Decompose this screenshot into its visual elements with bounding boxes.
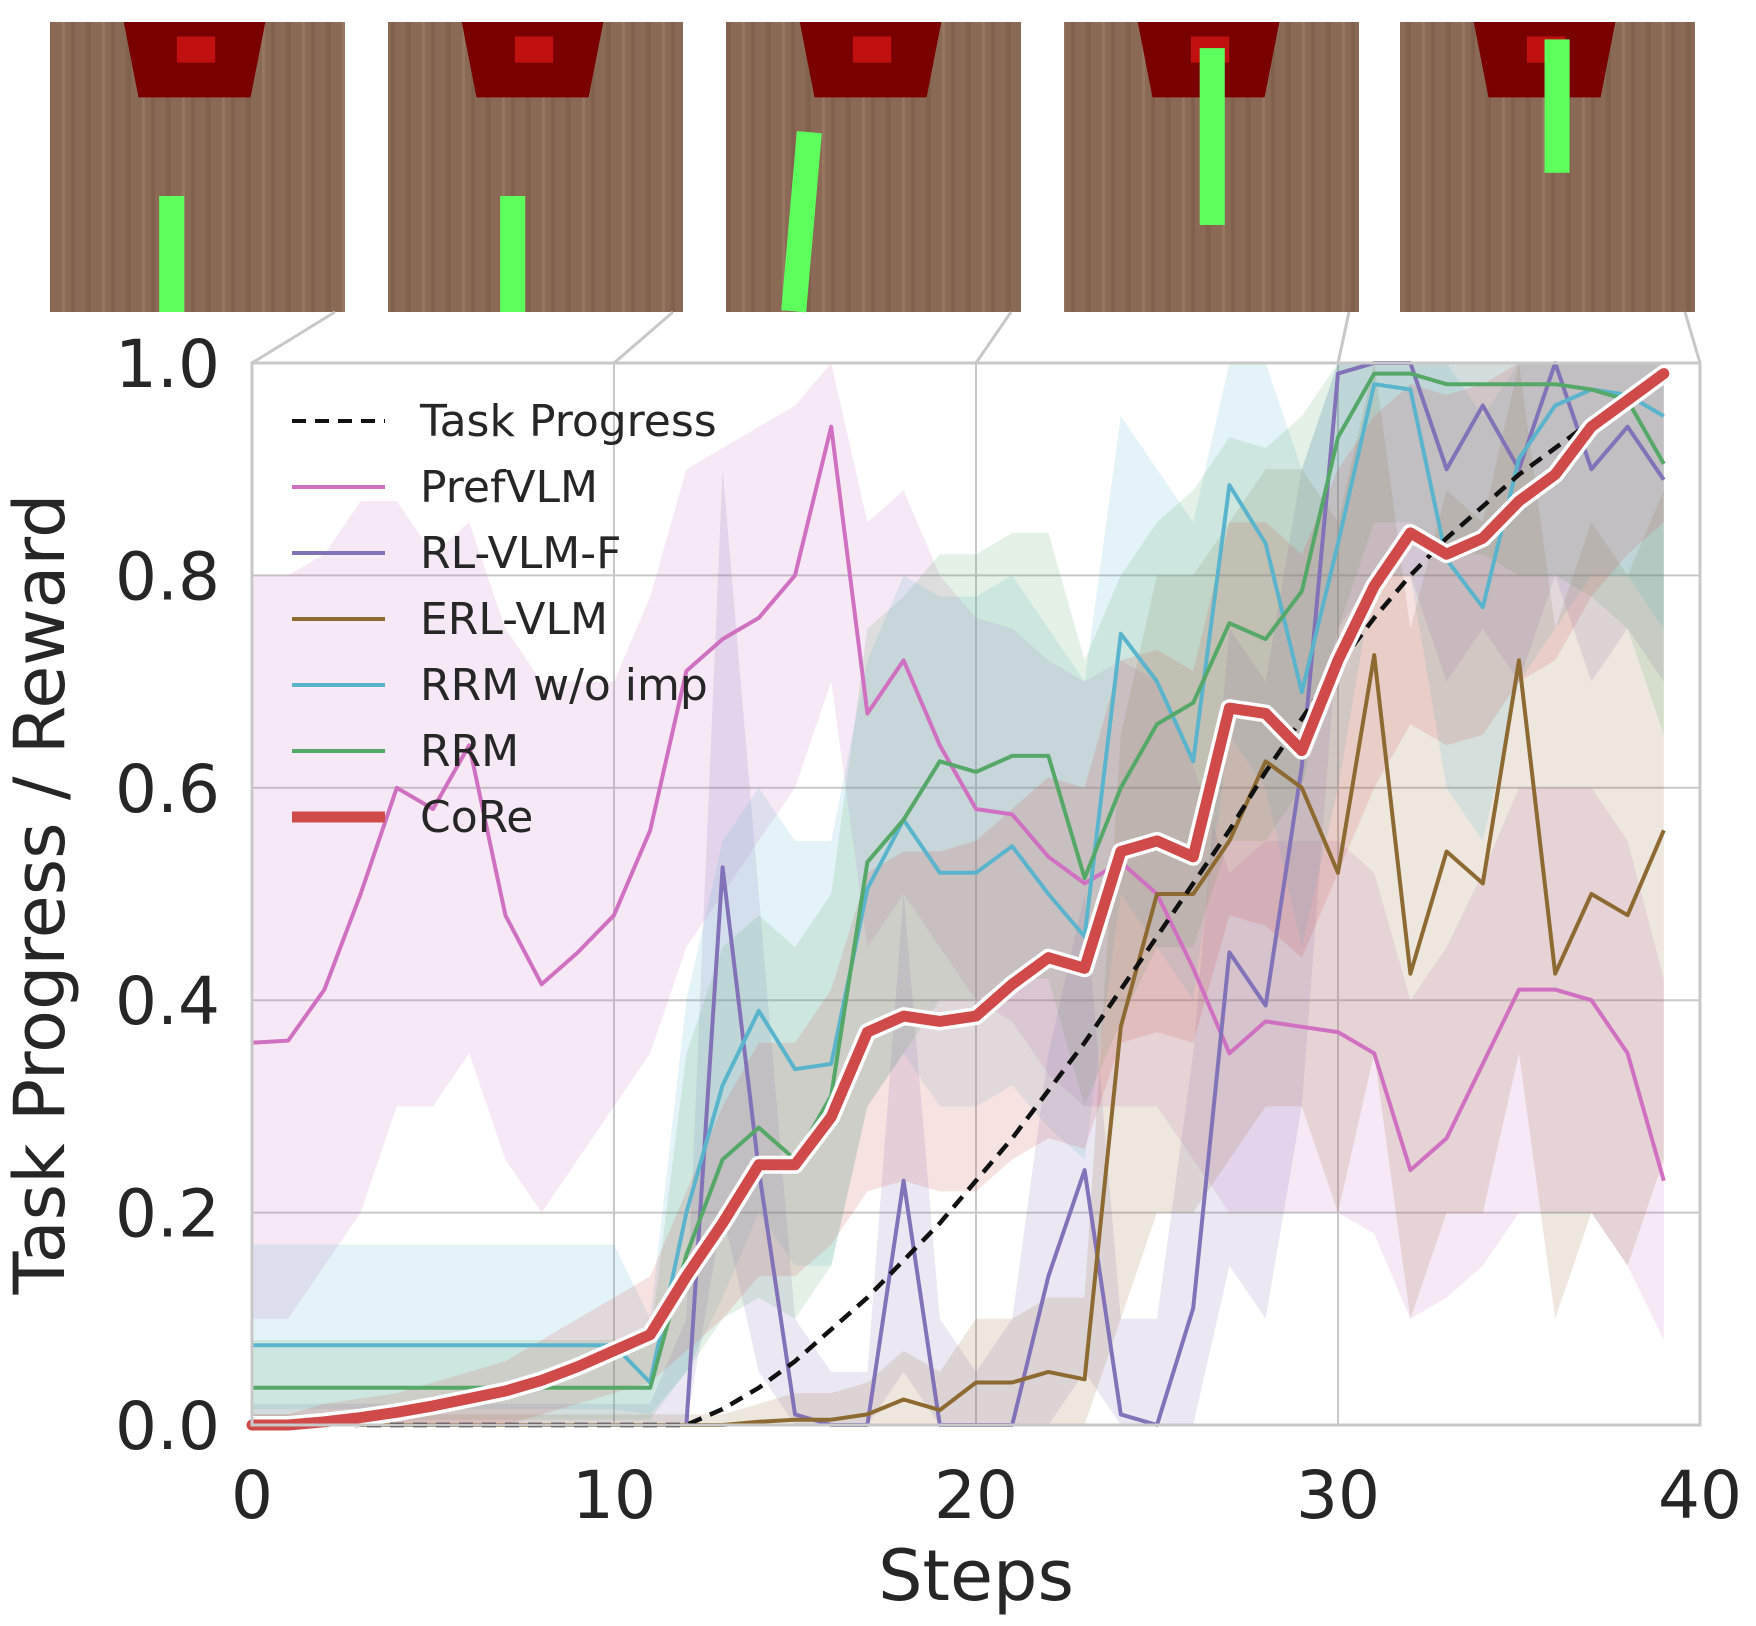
legend-label-5: RRM [420,726,519,777]
y-tick-0: 0.0 [115,1388,220,1465]
band-2 [252,363,1664,1425]
snapshot-2 [726,22,1021,313]
connector-2 [974,311,1013,364]
connector-1 [613,310,674,365]
x-tick-labels: 0 10 20 30 40 [231,1457,1742,1534]
legend-label-3: ERL-VLM [420,594,608,645]
stick-3 [1199,48,1225,225]
target-marker-2 [852,36,892,63]
legend: Task Progress PrefVLM RL-VLM-F ERL-VLM RRM w… [292,396,717,843]
snapshot-1 [388,22,683,312]
x-tick-10: 10 [572,1457,656,1534]
snapshot-connectors [251,310,1702,365]
y-tick-2: 0.4 [115,963,220,1040]
x-axis-label: Steps [878,1535,1074,1617]
connector-3 [1336,311,1351,364]
y-tick-4: 0.8 [115,538,220,615]
legend-label-6: CoRe [420,792,533,843]
x-tick-0: 0 [231,1457,273,1534]
stick-4 [1544,39,1570,173]
connector-4 [1683,311,1702,364]
stick-1 [500,196,526,312]
snapshot-0 [50,22,345,312]
legend-label-4: RRM w/o imp [420,660,708,711]
y-tick-3: 0.6 [115,751,220,828]
plot-area [243,361,1702,1434]
x-tick-20: 20 [934,1457,1018,1534]
y-axis-label: Task Progress / Reward [0,494,81,1296]
target-marker-1 [514,36,554,63]
band-5 [252,363,1664,1420]
legend-label-2: RL-VLM-F [420,528,621,579]
target-marker-0 [176,36,216,63]
line-core [246,368,1670,1431]
band-4 [252,363,1664,1415]
band-3 [252,363,1664,1425]
connector-0 [251,310,336,365]
line-series-1 [251,424,1666,1182]
confidence-bands [252,363,1664,1425]
legend-label-1: PrefVLM [420,462,598,513]
snapshot-3 [1064,22,1359,312]
stick-0 [159,196,185,312]
x-tick-40: 40 [1658,1457,1742,1534]
y-tick-1: 0.2 [115,1176,220,1253]
snapshot-strip [50,22,1695,313]
y-tick-5: 1.0 [115,326,220,403]
x-tick-30: 30 [1296,1457,1380,1534]
band-1 [252,363,1664,1340]
snapshot-4 [1400,22,1695,312]
band-6 [252,363,1664,1425]
y-tick-labels: 0.0 0.2 0.4 0.6 0.8 1.0 [115,326,220,1465]
plot-frame [250,361,1702,1427]
stick-2 [781,131,822,313]
line-series-4 [252,382,1665,1385]
legend-label-0: Task Progress [419,396,717,447]
